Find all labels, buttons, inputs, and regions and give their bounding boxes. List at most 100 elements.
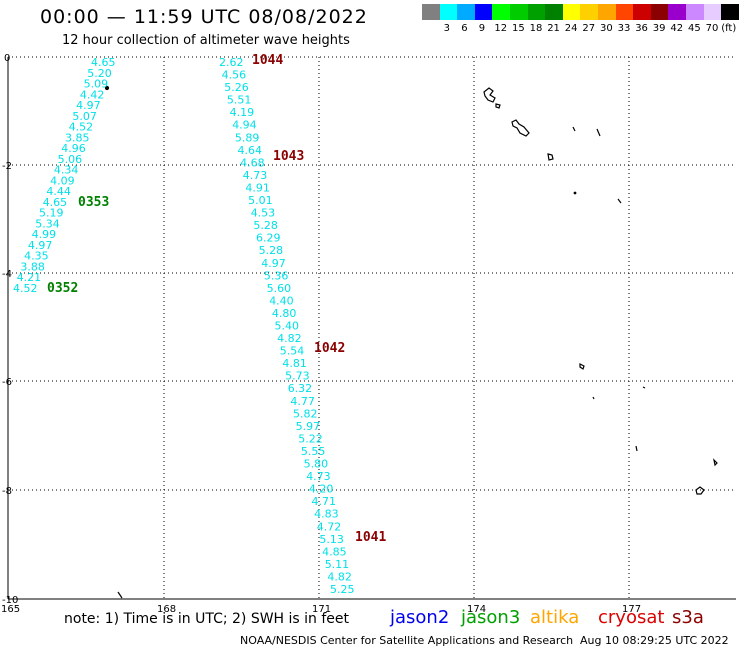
wave-height-value: 4.65	[43, 196, 67, 209]
scale-label: 45	[688, 23, 701, 34]
satellite-jason2: jason2	[390, 607, 450, 628]
scale-label: 36	[635, 23, 648, 34]
wave-height-value: 4.34	[54, 164, 79, 177]
wave-height-value: 5.40	[275, 320, 300, 333]
wave-height-value: 5.09	[84, 78, 109, 91]
wave-height-value: 4.99	[32, 228, 56, 241]
wave-height-value: 4.73	[243, 169, 267, 182]
map-grid	[8, 57, 736, 599]
lon-tick-label: 168	[157, 604, 176, 615]
wave-height-value: 5.54	[280, 345, 305, 358]
island-shape	[104, 85, 110, 91]
wave-height-value: 5.13	[319, 533, 344, 546]
island-shape	[573, 191, 577, 195]
pass-time-label: 1044	[252, 53, 283, 68]
wave-height-value: 4.40	[269, 294, 294, 307]
map-subtitle: 12 hour collection of altimeter wave hei…	[62, 33, 350, 48]
island-shape	[642, 386, 646, 389]
lat-tick-label: 0	[4, 53, 10, 64]
wave-height-value: 4.96	[61, 142, 86, 155]
island-shape	[592, 396, 595, 400]
wave-height-value: 4.82	[277, 332, 302, 345]
wave-height-value: 4.35	[24, 250, 48, 263]
wave-height-value: 4.91	[245, 182, 270, 195]
island-shape	[511, 119, 530, 137]
time-labels: 1044 1043 0353 0352 1042 1041	[47, 53, 386, 545]
wave-height-value: 5.06	[58, 153, 83, 166]
wave-height-value: 4.65	[91, 56, 116, 69]
wave-height-value: 5.22	[298, 432, 323, 445]
island-shape	[617, 198, 622, 204]
wave-height-value: 4.20	[309, 483, 334, 496]
scale-label: (ft)	[721, 23, 737, 34]
wave-height-value: 5.89	[235, 131, 260, 144]
wave-height-value: 4.82	[327, 571, 352, 584]
scale-label: 24	[564, 23, 578, 34]
credit-line: NOAA/NESDIS Center for Satellite Applica…	[240, 634, 574, 647]
wave-height-value: 4.09	[50, 174, 75, 187]
lon-tick-label: 165	[1, 604, 20, 615]
scale-swatch	[474, 4, 493, 20]
wave-height-value: 5.01	[248, 194, 273, 207]
wave-height-value: 5.73	[285, 370, 310, 383]
wave-height-value: 5.25	[330, 583, 355, 596]
scale-swatch	[668, 4, 687, 20]
wave-height-value: 4.97	[28, 239, 53, 252]
scale-label: 15	[512, 23, 525, 34]
wave-height-value: 5.60	[267, 282, 292, 295]
axis-tick-labels: 165 168 171 174 177 0 -2 -4 -6 -8 -10	[1, 53, 641, 615]
generated-timestamp: Aug 10 08:29:25 UTC 2022	[580, 634, 729, 647]
wave-height-value: 5.80	[304, 458, 329, 471]
scale-swatch	[457, 4, 476, 20]
scale-label: 30	[600, 23, 613, 34]
island-outlines	[104, 85, 718, 599]
scale-label: 3	[443, 23, 450, 34]
wave-height-value: 5.55	[301, 445, 326, 458]
scale-label: 18	[529, 23, 543, 34]
pass-time-label: 0353	[78, 195, 109, 210]
wave-height-value: 4.19	[230, 106, 255, 119]
lat-tick-label: -4	[2, 269, 12, 280]
island-shape	[572, 126, 576, 132]
wave-track-east: 2.624.565.265.514.194.945.894.644.684.73…	[219, 56, 355, 596]
wave-height-value: 5.19	[39, 207, 64, 220]
wave-height-value: 4.64	[238, 144, 263, 157]
pass-time-label: 1043	[273, 149, 304, 164]
lat-tick-label: -8	[2, 486, 12, 497]
island-shape	[117, 591, 123, 599]
wave-height-value: 4.80	[272, 307, 297, 320]
island-shape	[547, 153, 554, 161]
lon-tick-label: 177	[622, 604, 641, 615]
scale-label: 27	[582, 23, 596, 34]
island-shape	[579, 363, 585, 370]
wave-height-value: 4.53	[251, 207, 276, 220]
wave-height-value: 5.11	[325, 558, 350, 571]
scale-swatch	[492, 4, 511, 20]
wave-height-value: 4.97	[76, 99, 101, 112]
wave-height-value: 4.94	[232, 119, 257, 132]
scale-swatch	[615, 4, 634, 20]
wave-height-value: 5.28	[253, 219, 278, 232]
lon-tick-label: 174	[467, 604, 486, 615]
scale-swatch	[510, 4, 528, 20]
wave-height-value: 4.97	[261, 257, 286, 270]
scale-swatch	[422, 4, 440, 20]
map-title: 00:00 — 11:59 UTC 08/08/2022	[40, 6, 368, 28]
satellite-jason3: jason3	[461, 607, 521, 628]
wave-height-value: 5.51	[227, 94, 252, 107]
scale-label: 12	[494, 23, 508, 34]
wave-height-value: 5.82	[293, 407, 318, 420]
wave-height-value: 4.72	[317, 520, 342, 533]
scale-swatch	[562, 4, 581, 20]
wave-height-value: 4.77	[290, 395, 315, 408]
scale-label: 21	[547, 23, 560, 34]
wave-height-value: 4.56	[222, 69, 247, 82]
wave-height-value: 4.73	[306, 470, 331, 483]
scale-swatch	[721, 4, 740, 20]
wave-height-value: 6.32	[288, 382, 313, 395]
wave-height-value: 5.28	[259, 244, 284, 257]
scale-swatch	[598, 4, 616, 20]
pass-time-label: 1041	[355, 530, 386, 545]
lat-tick-label: -6	[2, 377, 12, 388]
